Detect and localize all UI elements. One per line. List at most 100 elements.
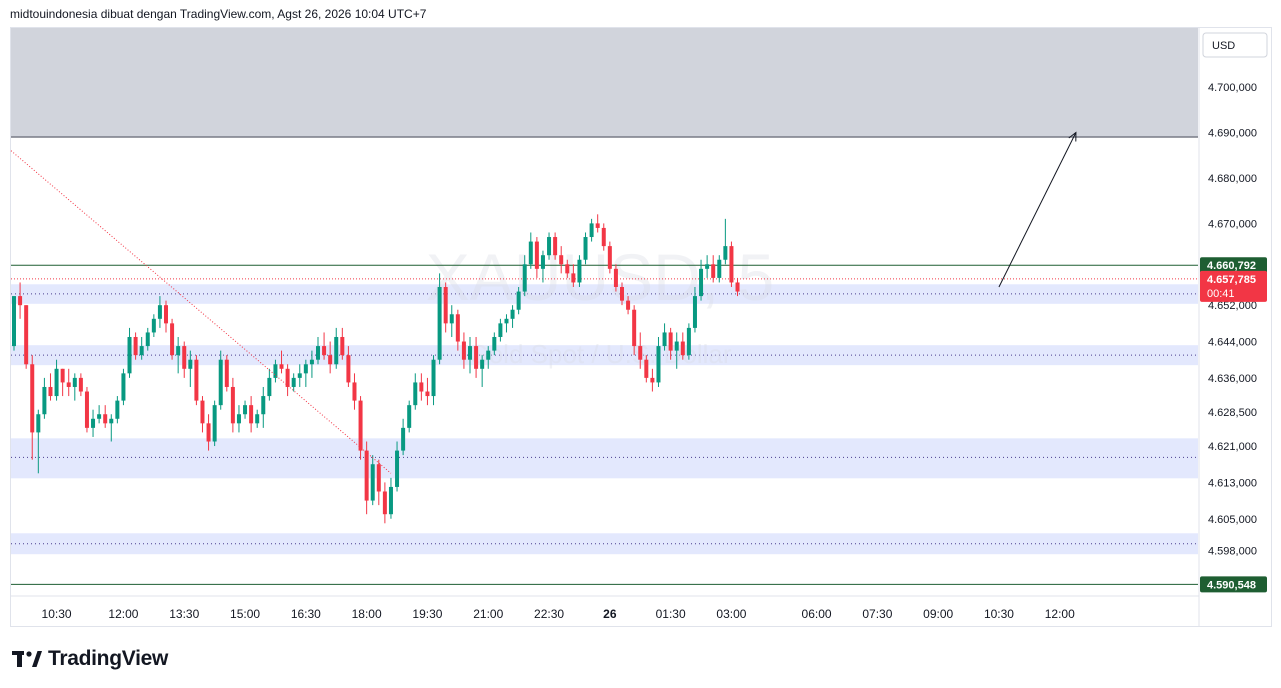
candle-body [30, 364, 35, 433]
candle [729, 241, 734, 288]
time-tick-label: 22:30 [534, 607, 564, 621]
candle [632, 305, 637, 356]
candle-body [236, 414, 241, 424]
candle-body [12, 296, 16, 347]
candle [18, 282, 23, 319]
candle [236, 405, 241, 433]
candle-body [273, 364, 278, 378]
price-tick-label: 4.652,000 [1208, 300, 1257, 312]
candle [705, 255, 710, 278]
candle [395, 441, 400, 492]
candle-body [388, 486, 393, 515]
price-tick-label: 4.598,000 [1208, 546, 1257, 558]
candle-body [109, 418, 114, 424]
candle-body [133, 336, 138, 356]
candle [182, 341, 187, 378]
candle-body [303, 364, 308, 374]
candle [133, 332, 138, 360]
candle [638, 332, 643, 369]
candle [692, 287, 697, 333]
candle [157, 296, 162, 328]
candle [723, 218, 728, 265]
candle-body [632, 309, 637, 347]
candle [358, 396, 363, 460]
candle-body [200, 400, 205, 424]
candle [84, 386, 89, 433]
price-tick-label: 4.670,000 [1208, 218, 1257, 230]
projection-arrow-line [998, 132, 1077, 288]
candle-body [455, 314, 460, 342]
candle-body [249, 405, 254, 424]
candle [218, 350, 223, 410]
candle [267, 368, 272, 401]
candle-body [480, 359, 485, 369]
candle [437, 273, 442, 365]
tradingview-logo[interactable]: TradingView [12, 646, 168, 672]
candle [486, 346, 491, 369]
candle-body [340, 336, 345, 356]
candle-body [668, 332, 673, 351]
candle-body [121, 373, 126, 401]
candle-body [547, 237, 552, 256]
candle-body [279, 364, 284, 369]
candle [577, 255, 582, 288]
candle [534, 237, 539, 278]
candle [443, 282, 448, 333]
candle-body [662, 332, 667, 347]
candle [309, 350, 314, 378]
currency-box [1202, 32, 1268, 58]
candle-body [577, 259, 582, 283]
candle-body [607, 246, 612, 269]
price-tick-label: 4.621,000 [1208, 441, 1257, 453]
candle-body [255, 414, 260, 424]
candle [480, 355, 485, 387]
candle [376, 459, 381, 506]
candle-body [24, 305, 29, 365]
candle [431, 355, 436, 406]
candle-body [613, 268, 618, 288]
candle-body [692, 296, 697, 328]
time-tick-label: 01:30 [656, 607, 686, 621]
candle [42, 377, 47, 419]
candle [285, 364, 290, 397]
candle-body [522, 264, 527, 292]
candle [151, 314, 156, 337]
level-price-badge [1200, 576, 1267, 593]
candle-body [729, 246, 734, 283]
candle-body [78, 377, 83, 392]
candle-body [656, 346, 661, 383]
time-tick-label: 06:00 [802, 607, 832, 621]
candle-body [711, 264, 716, 278]
candle [492, 332, 497, 356]
candle [255, 409, 260, 428]
candle-body [686, 327, 691, 356]
candle [303, 359, 308, 387]
candle-body [559, 255, 564, 265]
candle-body [407, 405, 412, 428]
candle [449, 305, 454, 337]
level-price-label: 4.660,792 [1207, 260, 1256, 272]
candle-body [553, 237, 558, 256]
candle [230, 377, 235, 433]
candle-body [91, 418, 96, 428]
candle [455, 309, 460, 351]
candle [12, 296, 16, 351]
price-tick-label: 4.680,000 [1208, 173, 1257, 185]
candle-body [18, 296, 23, 306]
candle-body [224, 359, 229, 387]
candle-body [72, 377, 77, 387]
candle-body [370, 464, 375, 501]
candle-body [230, 386, 235, 424]
candle [559, 246, 564, 274]
candle-body [42, 386, 47, 415]
candle [36, 409, 41, 474]
candle-body [674, 341, 679, 351]
candle [66, 368, 71, 397]
candle-body [589, 223, 594, 238]
support-zone-1 [11, 284, 1198, 304]
candle [243, 400, 248, 419]
time-tick-label: 19:30 [412, 607, 442, 621]
candle [364, 441, 369, 515]
candle-body [680, 341, 685, 356]
